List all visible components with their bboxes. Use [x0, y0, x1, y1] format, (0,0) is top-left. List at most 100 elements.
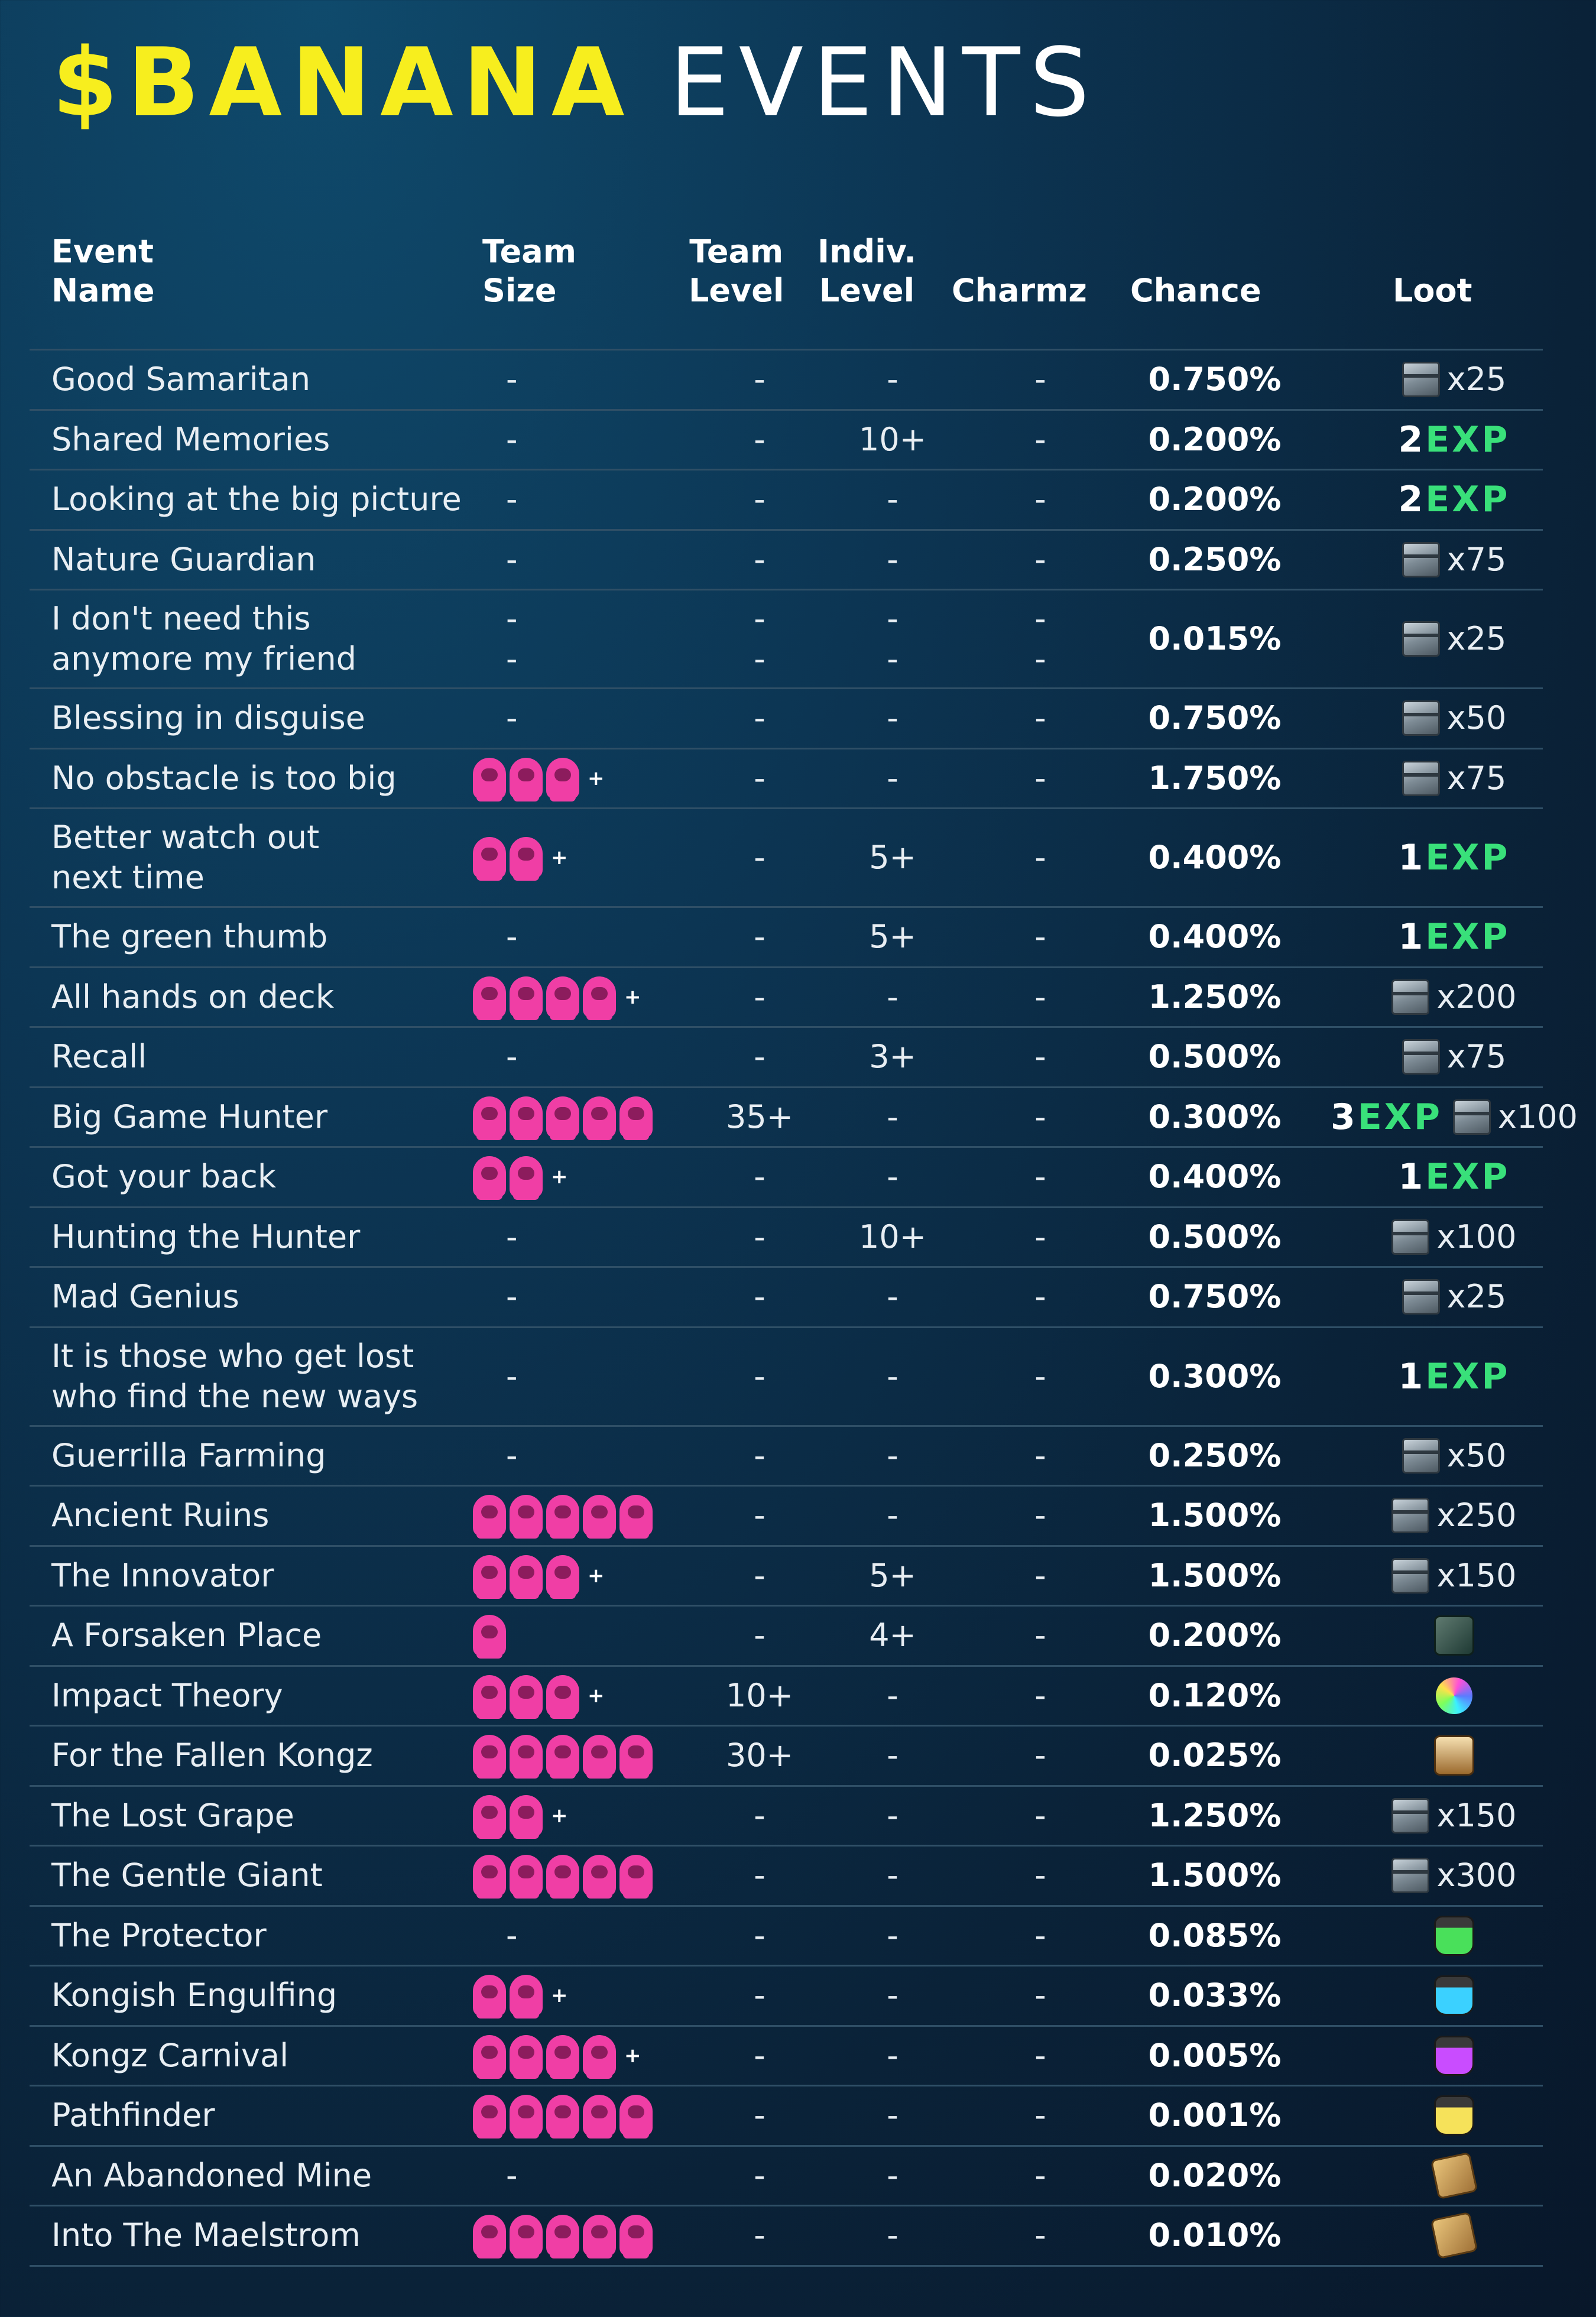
- team-level-value: -: [754, 1357, 765, 1395]
- chest-icon: [1391, 1557, 1430, 1594]
- charmz-value: -: [1034, 481, 1046, 518]
- ape-icon: [473, 1735, 506, 1779]
- charmz-value: -: [1034, 1857, 1046, 1894]
- loot: 1EXP: [1271, 908, 1596, 966]
- team-level-value: -: [754, 1916, 765, 1954]
- charmz: -: [961, 1268, 1120, 1326]
- purple-jar-icon: [1434, 2035, 1474, 2076]
- indiv-level: 4+: [813, 1607, 972, 1665]
- ape-icon: [473, 1855, 506, 1899]
- ape-icon: [510, 1675, 543, 1719]
- event-name: A Forsaken Place: [51, 1617, 322, 1654]
- team-level-value: -: [754, 2217, 765, 2254]
- chance-value: 0.085%: [1148, 1916, 1282, 1954]
- team-size: - -: [473, 590, 686, 687]
- exp-reward: 2EXP: [1399, 479, 1510, 520]
- loot-count: x25: [1446, 361, 1507, 398]
- team-level-value: -: [754, 481, 765, 518]
- loot-content: x50: [1402, 1436, 1506, 1476]
- chest-icon: [1391, 1797, 1430, 1834]
- team-size: [473, 1727, 686, 1785]
- event-name: The Innovator: [51, 1556, 274, 1594]
- chance-value: 1.500%: [1148, 1556, 1282, 1594]
- loot: [1271, 1607, 1596, 1665]
- indiv-level: -: [813, 1847, 972, 1905]
- team-size-dash: -: [506, 2156, 518, 2194]
- indiv-level: -: [813, 749, 972, 808]
- charmz: -: [961, 1088, 1120, 1147]
- indiv-level: -: [813, 1966, 972, 2025]
- plus-icon: +: [624, 2043, 641, 2068]
- team-level: -: [680, 809, 839, 906]
- table-row: Pathfinder - - - 0.001%: [30, 2086, 1543, 2147]
- header-event-name: Event Name: [51, 233, 155, 309]
- ape-icon: [619, 1735, 653, 1779]
- charmz: -: [961, 531, 1120, 589]
- loot: x75: [1271, 1028, 1596, 1086]
- chance-value: 0.200%: [1148, 481, 1282, 518]
- plus-icon: +: [588, 1683, 605, 1708]
- indiv-level: -: [813, 1787, 972, 1845]
- charmz: - -: [961, 590, 1120, 687]
- table-row: Guerrilla Farming - - - - 0.250% x50: [30, 1427, 1543, 1487]
- events-table-body: Good Samaritan - - - - 0.750% x25 Shared Memori…: [30, 351, 1578, 2267]
- indiv-level-value: -: [887, 1357, 898, 1395]
- rainbow-gem-icon: [1430, 1672, 1478, 1719]
- event-name: No obstacle is too big: [51, 759, 397, 797]
- exp-amount: 1: [1398, 916, 1426, 958]
- loot: 2EXP: [1271, 470, 1596, 529]
- charmz: -: [961, 2027, 1120, 2085]
- header-loot: Loot: [1393, 272, 1472, 309]
- ape-icon: [510, 1156, 543, 1200]
- table-row: Recall - - 3+ - 0.500% x75: [30, 1028, 1543, 1088]
- indiv-level: 5+: [813, 809, 972, 906]
- event-name: For the Fallen Kongz: [51, 1737, 373, 1774]
- team-level-value: -: [754, 1617, 765, 1654]
- ape-icon: [546, 1096, 579, 1140]
- charmz: -: [961, 351, 1120, 409]
- event-name: Guerrilla Farming: [51, 1436, 326, 1474]
- indiv-level: -: [813, 531, 972, 589]
- chest-icon: [1402, 362, 1440, 398]
- event-name: The Lost Grape: [51, 1796, 294, 1834]
- exp-reward: 1EXP: [1399, 1357, 1510, 1397]
- team-level: -: [680, 1028, 839, 1086]
- charmz-value: -: [1034, 1737, 1046, 1774]
- chest-icon: [1391, 1858, 1430, 1894]
- team-level-value: 35+: [726, 1098, 793, 1135]
- header-indiv-level: Indiv. Level: [818, 233, 917, 309]
- team-level: -: [680, 1547, 839, 1605]
- loot-count: x75: [1446, 759, 1507, 797]
- indiv-level-value: -: [887, 1098, 898, 1135]
- exp-amount: 2: [1398, 479, 1426, 521]
- loot: [1271, 1966, 1596, 2025]
- ape-icon: [473, 976, 506, 1020]
- title-rest: EVENTS: [669, 27, 1099, 138]
- header-team-level: Team Level: [689, 233, 784, 309]
- ape-icon: [510, 2034, 543, 2079]
- table-row: An Abandoned Mine - - - - 0.020%: [30, 2147, 1543, 2206]
- loot-content: x100: [1391, 1217, 1517, 1257]
- exp-label: EXP: [1425, 418, 1510, 460]
- team-level-value: - -: [754, 600, 765, 677]
- ape-icon: [473, 1156, 506, 1200]
- chest-icon: [1391, 1219, 1430, 1255]
- chest-icon: [1402, 1437, 1440, 1474]
- charmz: -: [961, 1847, 1120, 1905]
- team-size-dash: - -: [506, 600, 518, 677]
- team-size: -: [473, 1208, 686, 1267]
- charmz-value: -: [1034, 1278, 1046, 1316]
- table-row: All hands on deck + - - - 1.250% x200: [30, 968, 1543, 1028]
- team-level: -: [680, 2086, 839, 2145]
- indiv-level: -: [813, 2086, 972, 2145]
- chance-value: 0.400%: [1148, 1158, 1282, 1196]
- chance-value: 0.001%: [1148, 2097, 1282, 2134]
- table-row: The Innovator + - 5+ - 1.500% x150: [30, 1547, 1543, 1607]
- loot-content: 1EXP: [1399, 917, 1510, 957]
- charmz: -: [961, 1328, 1120, 1425]
- charmz-value: -: [1034, 1357, 1046, 1395]
- charmz-value: -: [1034, 1038, 1046, 1076]
- team-level-value: -: [754, 420, 765, 458]
- chance-value: 0.200%: [1148, 420, 1282, 458]
- team-level: -: [680, 2027, 839, 2085]
